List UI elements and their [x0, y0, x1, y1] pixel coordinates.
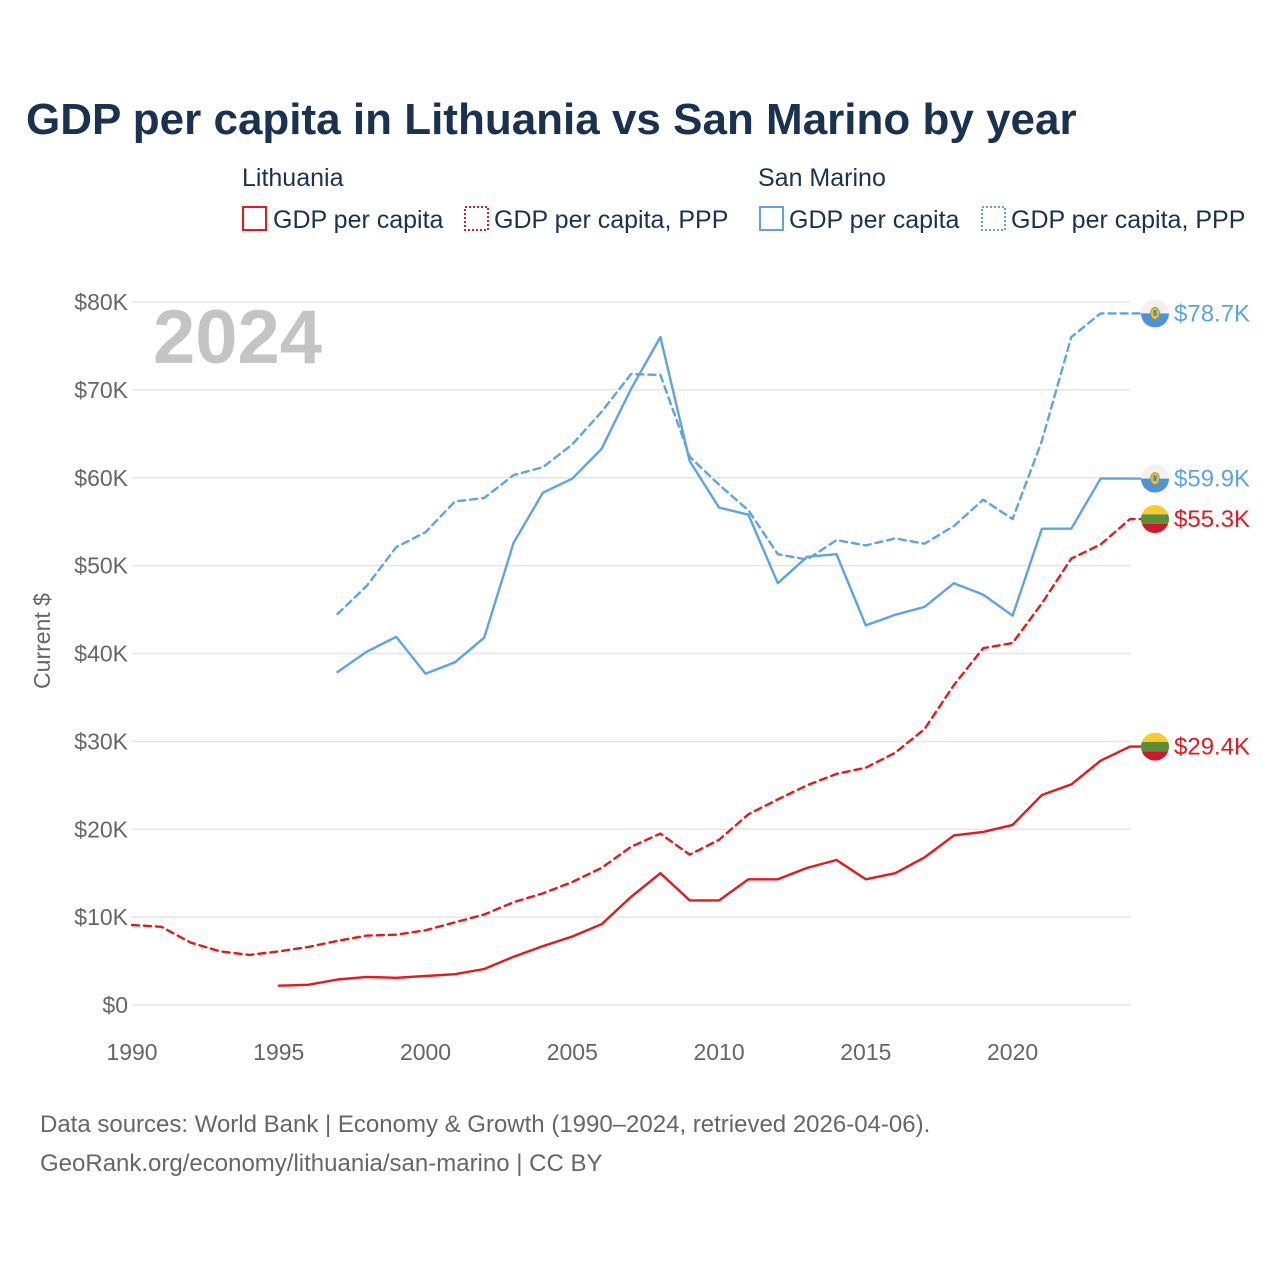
legend-swatch-lithuania-gdp [242, 206, 267, 231]
x-tick-label: 1990 [106, 1039, 157, 1065]
end-value-label: $59.9K [1174, 466, 1250, 493]
legend-item-lithuania-ppp: GDP per capita, PPP [494, 206, 728, 234]
y-axis-label: Current $ [29, 593, 55, 689]
x-tick-label: 2010 [693, 1039, 744, 1065]
y-tick-label: $30K [74, 728, 128, 754]
series-line-lithuania-gdp-per-capita-ppp [130, 517, 1157, 957]
x-axis: 1990 1995 2000 2005 2010 2015 2020 [106, 1039, 1038, 1065]
y-tick-label: $40K [74, 641, 128, 667]
legend-group-san-marino: San Marino [758, 164, 886, 192]
y-tick-label: $50K [74, 553, 128, 579]
end-labels: $78.7K $59.9K $55.3K $29.4K [1141, 299, 1250, 761]
y-tick-label: $70K [74, 377, 128, 403]
legend-item-lithuania-gdp: GDP per capita [273, 206, 444, 234]
source-line-2: GeoRank.org/economy/lithuania/san-marino… [40, 1150, 603, 1177]
end-value-label: $55.3K [1174, 506, 1250, 533]
year-watermark: 2024 [153, 295, 322, 380]
series-line-san-marino-gdp-per-capita [336, 335, 1157, 675]
lithuania-flag-icon [1141, 505, 1169, 534]
x-tick-label: 2000 [400, 1039, 451, 1065]
legend: Lithuania GDP per capita GDP per capita,… [242, 164, 1245, 234]
gridlines [132, 301, 1130, 1006]
legend-group-lithuania: Lithuania [242, 164, 344, 192]
y-tick-label: $80K [74, 289, 128, 315]
x-tick-label: 2005 [547, 1039, 598, 1065]
san-marino-flag-icon [1141, 464, 1169, 493]
legend-swatch-san-marino-gdp [759, 206, 784, 231]
x-tick-label: 2020 [987, 1039, 1038, 1065]
legend-swatch-lithuania-ppp [464, 206, 489, 231]
y-tick-label: $60K [74, 465, 128, 491]
source-line-1: Data sources: World Bank | Economy & Gro… [40, 1111, 930, 1138]
legend-item-san-marino-gdp: GDP per capita [789, 206, 960, 234]
series-lines [130, 312, 1157, 987]
series-line-san-marino-gdp-per-capita-ppp [336, 312, 1157, 616]
y-tick-label: $10K [74, 904, 128, 930]
y-axis: $0 $10K $20K $30K $40K $50K $60K $70K $80K [74, 289, 128, 1018]
legend-swatch-san-marino-ppp [981, 206, 1006, 231]
y-tick-label: $20K [74, 816, 128, 842]
x-tick-label: 2015 [840, 1039, 891, 1065]
end-value-label: $29.4K [1174, 734, 1250, 761]
legend-item-san-marino-ppp: GDP per capita, PPP [1011, 206, 1245, 234]
chart-title: GDP per capita in Lithuania vs San Marin… [26, 95, 1077, 144]
end-value-label: $78.7K [1174, 300, 1250, 327]
lithuania-flag-icon [1141, 732, 1169, 761]
x-tick-label: 1995 [253, 1039, 304, 1065]
y-tick-label: $0 [102, 992, 128, 1018]
series-line-lithuania-gdp-per-capita [277, 745, 1157, 987]
san-marino-flag-icon [1141, 299, 1169, 328]
